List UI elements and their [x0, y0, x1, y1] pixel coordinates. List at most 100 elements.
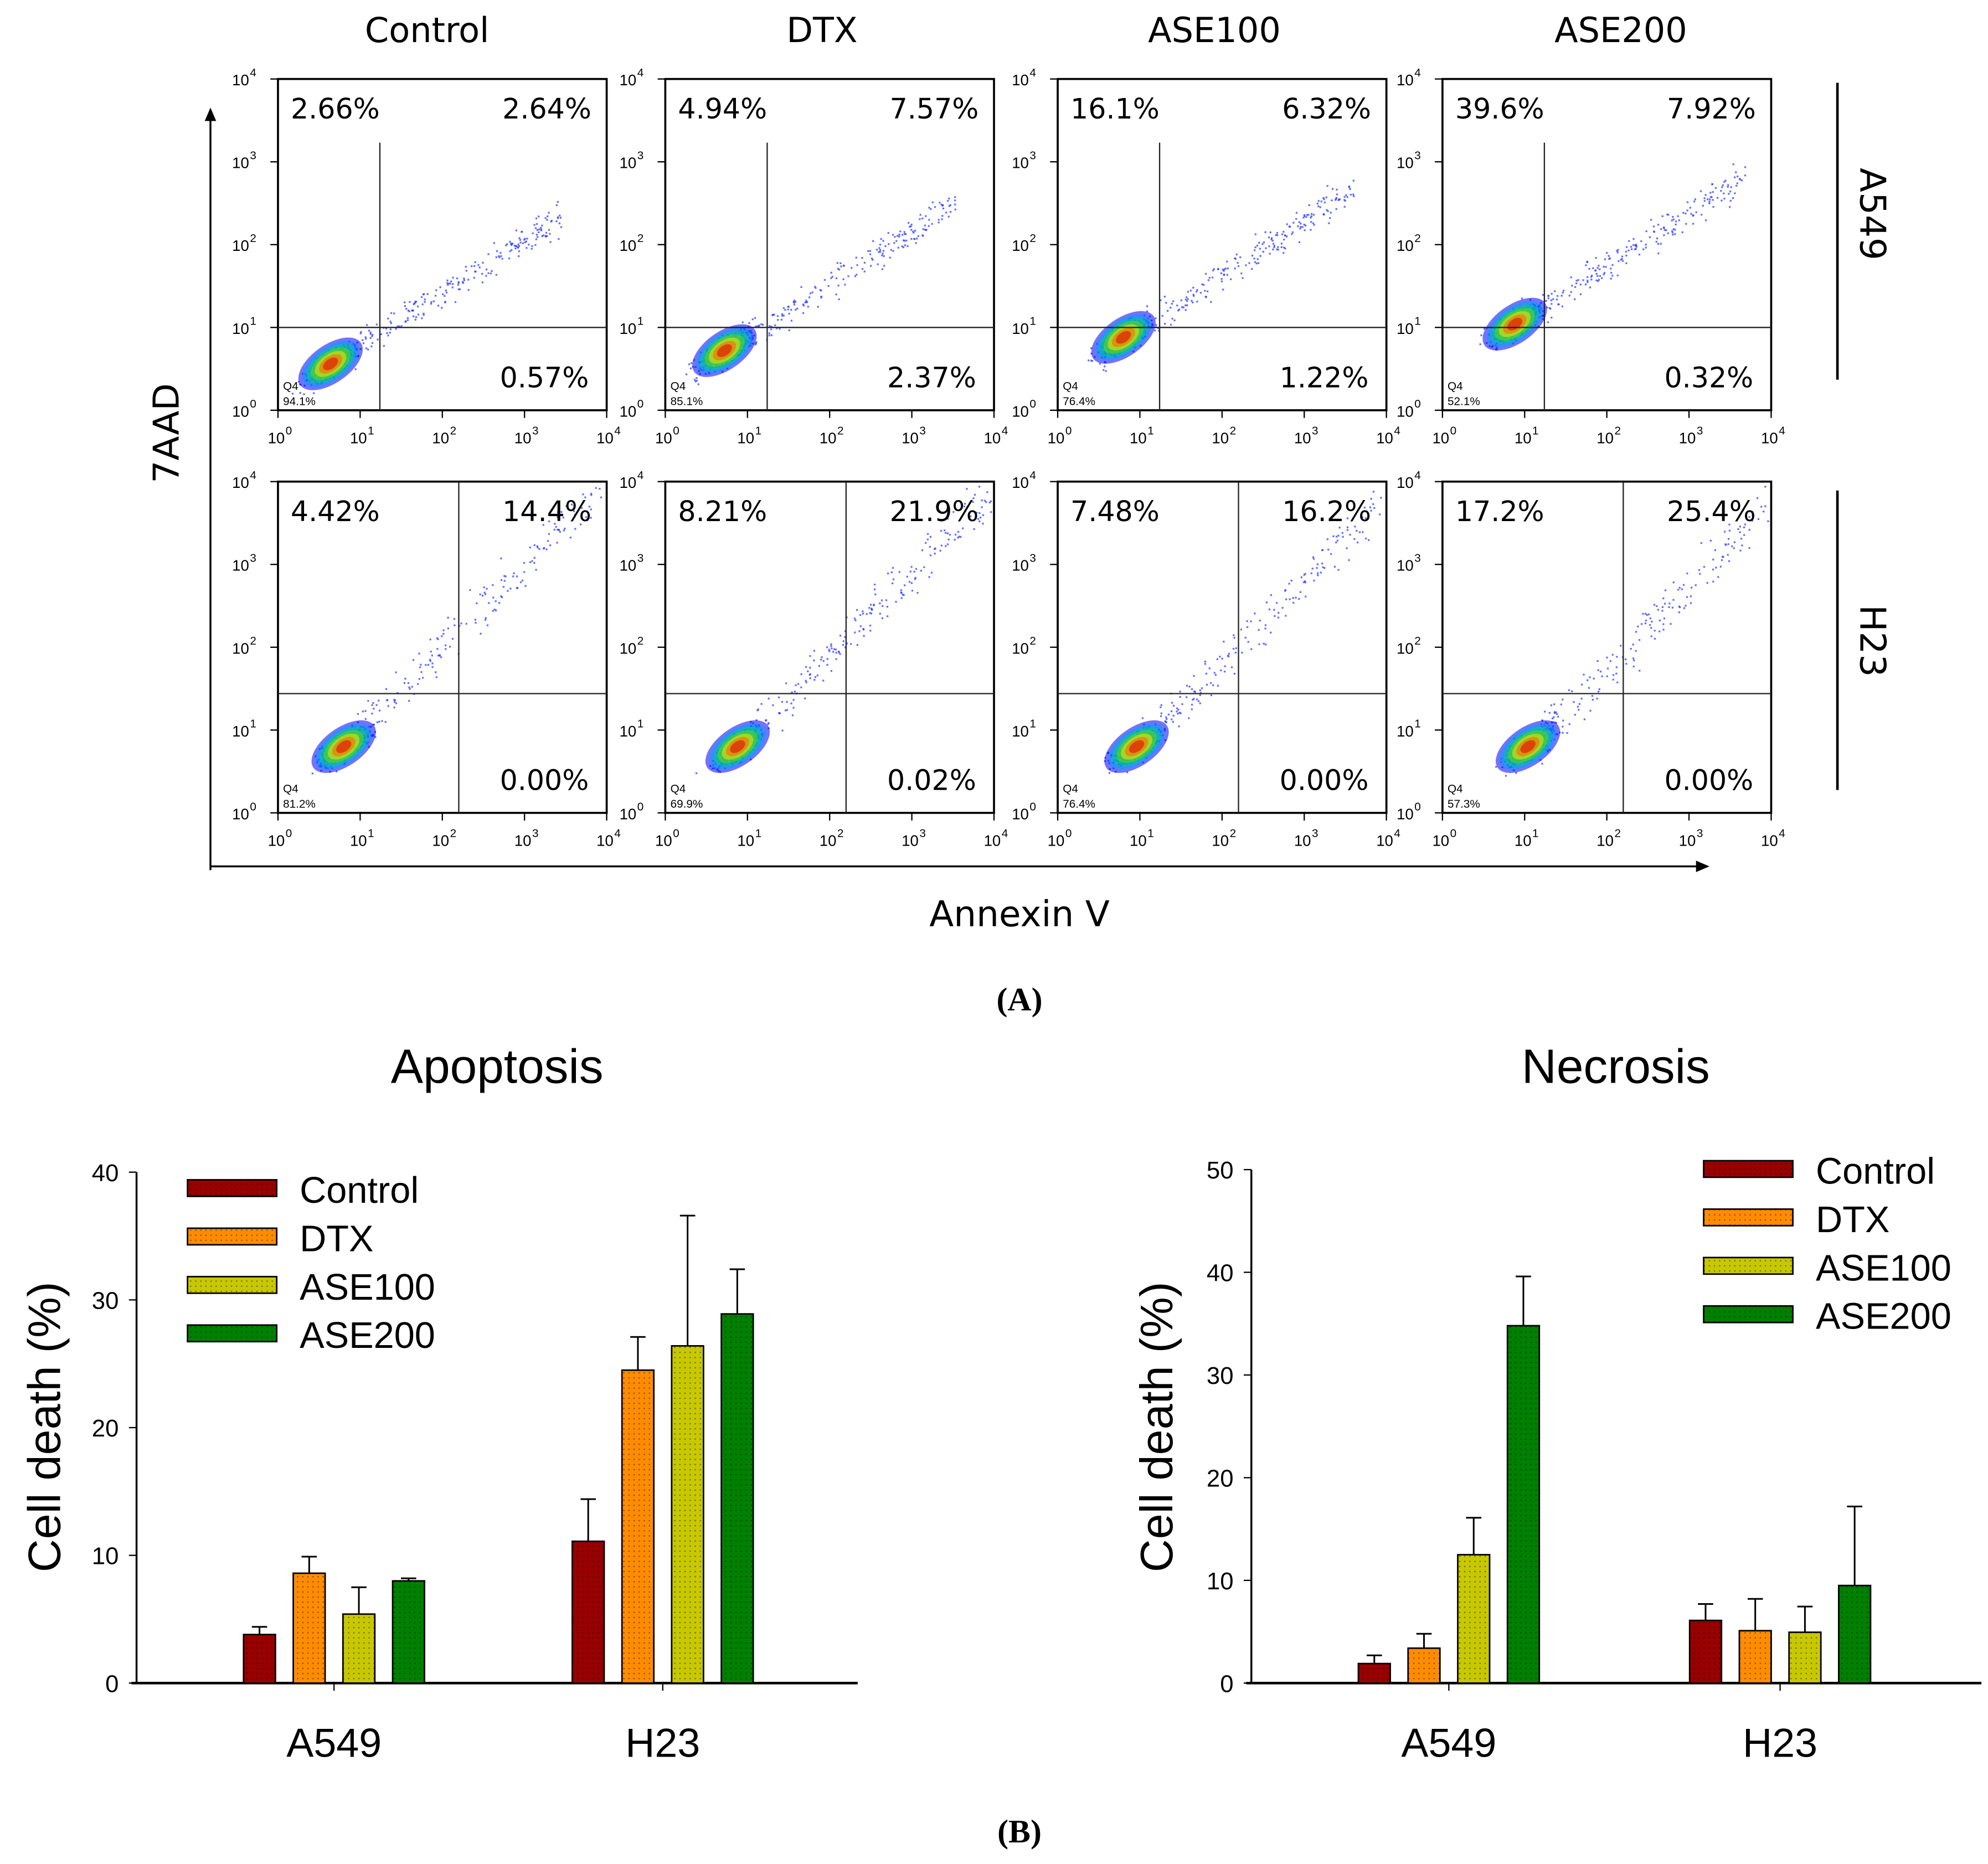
- event-dot: [1331, 199, 1333, 202]
- event-dot: [1547, 297, 1549, 300]
- event-dot: [405, 320, 407, 322]
- y-tick-exponent: 4: [637, 469, 644, 482]
- event-dot: [770, 334, 773, 336]
- event-dot: [878, 251, 880, 253]
- legend-label: ASE200: [1816, 1296, 1951, 1337]
- event-dot: [879, 602, 881, 605]
- event-dot: [1709, 192, 1712, 194]
- y-tick-label: 10: [1397, 320, 1414, 337]
- event-dot: [977, 518, 980, 520]
- bar-texture: [1789, 1632, 1821, 1683]
- event-dot: [1173, 319, 1176, 322]
- event-dot: [1192, 301, 1194, 303]
- event-dot: [362, 339, 364, 341]
- event-dot: [435, 671, 437, 673]
- event-dot: [454, 301, 457, 303]
- bar-texture: [1507, 1325, 1539, 1683]
- event-dot: [434, 295, 437, 297]
- event-dot: [387, 317, 389, 320]
- event-dot: [809, 677, 811, 679]
- event-dot: [558, 238, 560, 240]
- event-dot: [814, 676, 817, 678]
- event-dot: [1286, 223, 1288, 225]
- event-dot: [842, 644, 844, 646]
- event-dot: [1161, 315, 1163, 317]
- event-dot: [436, 648, 439, 650]
- event-dot: [1574, 714, 1576, 716]
- event-dot: [1263, 642, 1265, 645]
- event-dot: [954, 196, 956, 198]
- event-dot: [517, 243, 519, 245]
- event-dot: [1300, 226, 1302, 228]
- event-dot: [1160, 704, 1162, 706]
- flow-plot-h23-ase100: 10 010 010 110 110 210 210 310 310 410 47.48% 16.2%…: [1012, 469, 1400, 849]
- event-dot: [1343, 195, 1346, 198]
- y-axis-label: Cell death (%): [19, 1281, 70, 1572]
- event-dot: [554, 523, 556, 525]
- y-tick-exponent: 2: [1029, 635, 1036, 647]
- event-dot: [1196, 291, 1198, 293]
- event-dot: [531, 245, 533, 248]
- event-dot: [501, 258, 503, 260]
- event-dot: [1617, 249, 1619, 251]
- event-dot: [1291, 231, 1294, 234]
- event-dot: [765, 719, 767, 722]
- x-tick-exponent: 1: [1532, 827, 1539, 840]
- event-dot: [377, 338, 379, 341]
- event-dot: [531, 248, 533, 250]
- event-dot: [421, 303, 424, 306]
- x-tick-exponent: 3: [1312, 827, 1319, 840]
- event-dot: [1611, 275, 1614, 277]
- x-tick-label: 10: [984, 430, 1001, 447]
- gate-name: Q4: [283, 782, 298, 795]
- event-dot: [1247, 626, 1249, 629]
- event-dot: [802, 312, 805, 314]
- event-dot: [467, 289, 470, 291]
- event-dot: [756, 325, 758, 327]
- event-dot: [417, 313, 420, 316]
- event-dot: [486, 268, 488, 271]
- event-dot: [1744, 523, 1747, 526]
- event-dot: [934, 547, 936, 550]
- bar-texture: [1358, 1664, 1390, 1683]
- event-dot: [357, 713, 359, 715]
- event-dot: [1682, 212, 1685, 214]
- event-dot: [445, 648, 447, 650]
- event-dot: [1335, 208, 1337, 210]
- density-contour: [323, 357, 338, 370]
- event-dot: [1203, 284, 1205, 286]
- event-dot: [807, 306, 809, 308]
- event-dot: [930, 208, 932, 210]
- event-dot: [885, 599, 888, 601]
- event-dot: [1273, 609, 1275, 611]
- event-dot: [1219, 656, 1221, 658]
- event-dot: [838, 298, 840, 301]
- event-dot: [439, 654, 441, 656]
- event-dot: [1160, 706, 1162, 708]
- event-dot: [531, 560, 533, 562]
- event-dot: [928, 225, 930, 227]
- event-dot: [949, 204, 951, 207]
- event-dot: [978, 486, 981, 488]
- y-tick-label: 20: [1207, 1465, 1234, 1492]
- event-dot: [1721, 559, 1723, 562]
- event-dot: [1736, 182, 1738, 184]
- event-dot: [790, 702, 792, 704]
- y-tick-label: 10: [232, 320, 249, 337]
- event-dot: [1193, 691, 1196, 693]
- event-dot: [1192, 698, 1194, 701]
- event-dot: [1728, 560, 1731, 562]
- event-dot: [1255, 262, 1258, 265]
- event-dot: [947, 199, 949, 202]
- event-dot: [1310, 213, 1313, 215]
- event-dot: [981, 506, 983, 508]
- event-dot: [794, 691, 796, 693]
- event-dot: [1595, 279, 1598, 282]
- event-dot: [1205, 672, 1208, 675]
- event-dot: [833, 648, 836, 650]
- event-dot: [1321, 549, 1323, 552]
- event-dot: [964, 503, 966, 505]
- event-dot: [1670, 623, 1672, 625]
- event-dot: [1346, 196, 1348, 198]
- event-dot: [495, 600, 497, 603]
